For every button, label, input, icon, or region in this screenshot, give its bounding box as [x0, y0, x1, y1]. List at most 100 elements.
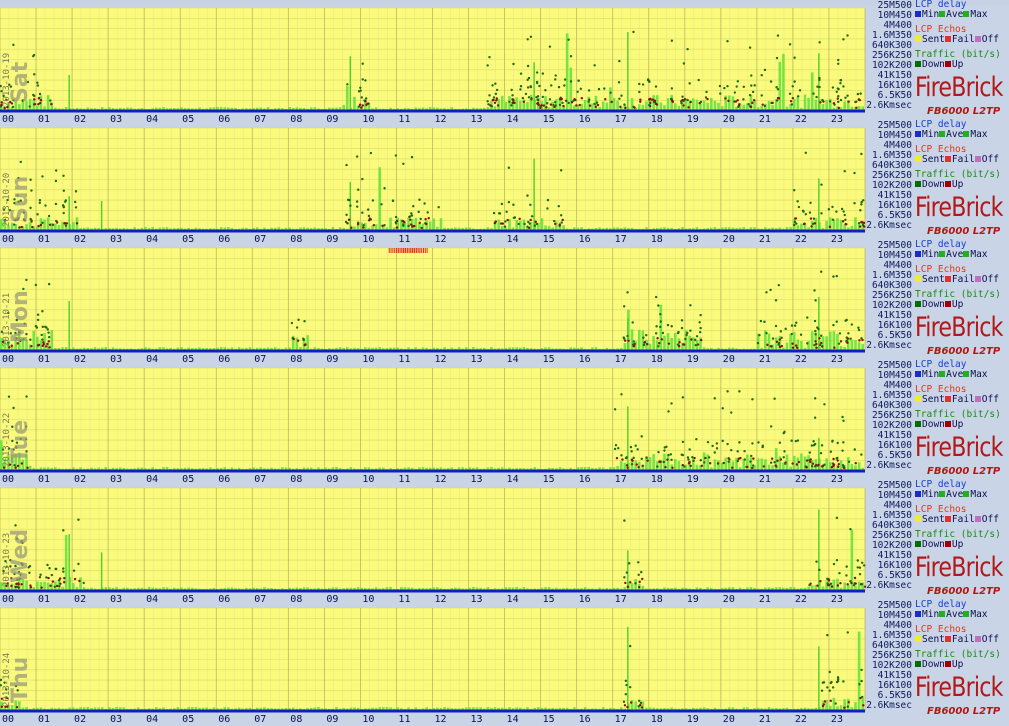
traffic-bar [810, 72, 814, 111]
x-tick-label: 08 [290, 594, 302, 605]
x-tick-label: 14 [507, 354, 519, 365]
delay-point-max [726, 442, 729, 446]
delay-point-high [793, 56, 796, 59]
traffic-bar [418, 223, 421, 231]
legend-items-echos: Sent Fail Off [915, 275, 999, 285]
y-axis-label: 4M400 [866, 260, 912, 271]
traffic-bar [43, 333, 46, 351]
delay-point-max [346, 83, 349, 86]
delay-point-high [686, 47, 689, 51]
traffic-bar [165, 467, 169, 471]
delay-point-ave [626, 466, 629, 469]
legend-swatch [939, 251, 946, 257]
legend: 25M500 10M450 4M400 1.6M350 640K300 256K250 10… [866, 480, 1009, 606]
delay-point-ave [727, 99, 730, 103]
legend-item-label: Fail [951, 154, 975, 165]
delay-point-max [642, 336, 645, 339]
delay-point-max [730, 448, 733, 452]
traffic-tick: 16K [877, 560, 895, 571]
delay-point-max [835, 457, 838, 460]
delay-point-max [648, 103, 651, 107]
delay-point-ave [664, 465, 667, 469]
delay-point-ave [37, 102, 40, 106]
y-axis-label: 1.6M350 [866, 630, 912, 641]
delay-point-ave [651, 98, 655, 101]
traffic-bar [771, 587, 774, 591]
delay-point-max [812, 217, 816, 220]
delay-point-ave [420, 226, 423, 230]
traffic-bar [533, 467, 537, 471]
delay-point-max [801, 209, 805, 212]
delay-point-max [0, 678, 3, 682]
delay-point-ave [411, 225, 414, 228]
traffic-bar [807, 227, 810, 231]
traffic-bar [273, 347, 277, 351]
delay-point-max [704, 96, 708, 99]
legend-items-delay: Min Ave Max [915, 490, 988, 500]
delay-tick: 200 [894, 60, 912, 71]
legend-swatch [963, 371, 970, 377]
traffic-bar [378, 467, 382, 471]
traffic-bar [825, 458, 828, 471]
delay-point-high [730, 411, 733, 414]
delay-point-max [361, 78, 364, 81]
traffic-bar [677, 461, 681, 471]
delay-point-ave [660, 338, 664, 341]
traffic-bar [205, 347, 209, 351]
delay-point-high [21, 541, 24, 545]
traffic-bar [147, 347, 151, 351]
delay-point-max [670, 97, 673, 100]
traffic-bar [500, 467, 504, 471]
delay-point-ave [774, 464, 777, 467]
delay-point-max [796, 200, 799, 203]
delay-point-ave [610, 100, 613, 104]
delay-point-max [857, 328, 861, 332]
delay-point-ave [59, 582, 62, 585]
delay-point-high [726, 40, 729, 43]
legend-item-label: Up [951, 179, 964, 190]
delay-point-high [593, 64, 596, 67]
delay-point-max [511, 94, 514, 97]
x-tick-label: 00 [2, 474, 14, 485]
traffic-tick: 16K [877, 680, 895, 691]
delay-point-ave [822, 100, 825, 103]
delay-point-max [793, 324, 797, 327]
traffic-bar [57, 225, 61, 231]
traffic-bar [482, 347, 486, 351]
delay-point-ave [839, 340, 843, 343]
date-label: 2013-10-21 [2, 293, 12, 347]
delay-point-max [33, 94, 36, 98]
traffic-bar [720, 587, 724, 591]
traffic-bar [832, 697, 836, 711]
delay-point-high [526, 64, 530, 68]
x-tick-label: 00 [2, 114, 14, 125]
delay-point-ave [48, 223, 52, 226]
traffic-bar [749, 587, 753, 591]
delay-point-max [9, 332, 13, 335]
delay-point-max [827, 208, 831, 211]
traffic-bar [219, 107, 223, 111]
delay-point-max [858, 683, 861, 686]
delay-point-max [849, 337, 852, 340]
delay-point-max [834, 702, 837, 705]
traffic-spike [818, 297, 820, 351]
legend-item-label: Down [922, 659, 945, 670]
legend-item-label: Sent [922, 394, 945, 405]
traffic-bar [169, 347, 172, 351]
delay-point-ave [48, 346, 51, 349]
x-tick-label: 12 [434, 594, 446, 605]
delay-point-high [559, 169, 563, 172]
traffic-bar [854, 585, 857, 591]
traffic-bar [389, 217, 392, 231]
delay-point-ave [639, 98, 642, 101]
traffic-bar [659, 227, 663, 231]
traffic-bar [10, 345, 14, 351]
traffic-bar [774, 587, 778, 591]
delay-point-high [13, 198, 16, 201]
delay-point-high [775, 56, 779, 60]
traffic-bar [284, 467, 288, 471]
delay-point-max [763, 104, 767, 108]
traffic-bar [54, 467, 57, 471]
delay-point-ave [863, 225, 866, 228]
delay-point-max [36, 84, 40, 87]
